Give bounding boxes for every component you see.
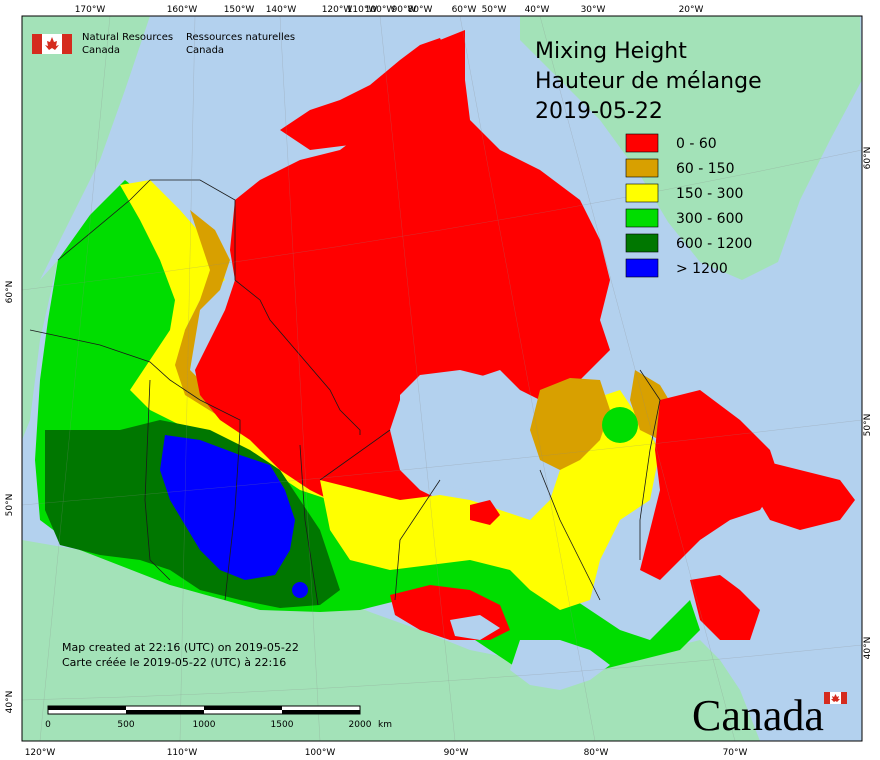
agency-block: Natural Resources Canada Ressources natu…	[32, 32, 295, 56]
scale-bar-seg1	[48, 706, 126, 710]
graticule-label-bottom: 80°W	[584, 748, 609, 758]
legend-label: 150 - 300	[676, 186, 743, 202]
great-lakes	[510, 640, 610, 690]
legend-label: 300 - 600	[676, 211, 743, 227]
canada-wordmark: Canada	[692, 691, 824, 740]
scale-bar-label: 500	[117, 720, 134, 730]
greenland	[520, 16, 862, 280]
graticule-label-right: 40°N	[863, 637, 873, 660]
graticule-label-top: 140°W	[266, 5, 297, 15]
graticule-label-top: 60°W	[452, 5, 477, 15]
zone-150-300-west	[120, 180, 350, 500]
zone-300-600-quebec	[602, 407, 638, 443]
scale-bar-label: 1500	[271, 720, 294, 730]
graticule-label-left: 50°N	[5, 494, 15, 517]
agency-fr-line1: Ressources naturelles	[186, 32, 295, 43]
graticule-label-top: 90°W	[392, 5, 417, 15]
hudson-bay	[400, 370, 530, 490]
zone-60-150-quebec	[530, 378, 610, 470]
flag-right-bar	[62, 34, 72, 54]
graticule-label-top: 20°W	[679, 5, 704, 15]
graticule-label-left: 60°N	[5, 281, 15, 304]
legend-swatch	[625, 133, 659, 153]
scale-bar-label: 0	[45, 720, 51, 730]
graticule-label-bottom: 120°W	[25, 748, 56, 758]
graticule-label-top: 170°W	[75, 5, 106, 15]
usa	[22, 540, 760, 741]
legend-swatch	[625, 158, 659, 178]
arctic-islands	[280, 38, 450, 150]
graticule-label-top: 150°W	[224, 5, 255, 15]
scale-bar-seg2	[126, 710, 204, 714]
graticule-label-bottom: 70°W	[723, 748, 748, 758]
graticule-label-right: 60°N	[863, 147, 873, 170]
flag-left-bar	[32, 34, 42, 54]
graticule-label-top: 80°W	[408, 5, 433, 15]
title-fr: Hauteur de mélange	[535, 69, 762, 94]
zone-gt-1200	[160, 435, 295, 580]
scale-bar-seg3	[204, 706, 282, 710]
legend: 0 - 60 60 - 150 150 - 300 300 - 600 600 - 12…	[625, 133, 752, 278]
graticule-label-top: 40°W	[525, 5, 550, 15]
bc-coast	[22, 260, 58, 440]
zone-0-60-northern-ontario	[470, 500, 500, 525]
graticule-label-bottom: 110°W	[167, 748, 198, 758]
agency-fr-line2: Canada	[186, 45, 224, 56]
graticule-label-top: 160°W	[167, 5, 198, 15]
graticule-label-top: 120°W	[322, 5, 353, 15]
zone-300-600-east	[380, 540, 700, 680]
title-date: 2019-05-22	[535, 99, 663, 124]
legend-label: 60 - 150	[676, 161, 735, 177]
legend-label: > 1200	[676, 261, 728, 277]
graticule-left-labels: 60°N 50°N 40°N	[5, 281, 15, 714]
maple-leaf-icon	[45, 37, 59, 50]
lake-superior	[450, 615, 500, 640]
legend-swatch	[625, 208, 659, 228]
graticule-label-top: 30°W	[581, 5, 606, 15]
legend-swatch	[625, 183, 659, 203]
wordmark-flag-icon	[824, 692, 847, 704]
credits-en: Map created at 22:16 (UTC) on 2019-05-22	[62, 641, 299, 654]
legend-swatch	[625, 233, 659, 253]
zone-gt-1200-spot	[292, 582, 308, 598]
alaska	[22, 16, 150, 300]
graticule-top-labels: 170°W 160°W 150°W 140°W 120°W110°W100°W90°W8…	[75, 5, 704, 15]
graticule-label-top: 100°W	[365, 5, 396, 15]
legend-label: 600 - 1200	[676, 236, 752, 252]
scale-bar: 0 500 1000 1500 2000 km	[45, 705, 392, 730]
graticule-label-top: 110°W	[347, 5, 378, 15]
graticule-lines	[21, 15, 863, 742]
scale-bar-unit: km	[378, 720, 392, 730]
graticule-label-bottom: 100°W	[305, 748, 336, 758]
newfoundland	[755, 460, 855, 530]
graticule-bottom-labels: 120°W 110°W 100°W 90°W 80°W 70°W	[25, 748, 748, 758]
zone-0-60-north	[195, 30, 610, 520]
provincial-borders	[29, 179, 661, 606]
agency-en-line1: Natural Resources	[82, 32, 173, 43]
graticule-label-right: 50°N	[863, 414, 873, 437]
legend-swatch	[625, 258, 659, 278]
title-en: Mixing Height	[535, 39, 687, 64]
graticule-label-bottom: 90°W	[444, 748, 469, 758]
graticule-right-labels: 60°N 50°N 40°N	[863, 147, 873, 660]
map-border	[21, 15, 863, 742]
scale-bar-label: 1000	[193, 720, 216, 730]
credits-fr: Carte créée le 2019-05-22 (UTC) à 22:16	[62, 656, 286, 669]
graticule-label-top: 50°W	[482, 5, 507, 15]
agency-en-line2: Canada	[82, 45, 120, 56]
scale-bar-label: 2000	[349, 720, 372, 730]
maritimes	[690, 575, 760, 640]
zone-0-60-east	[640, 390, 780, 580]
graticule-label-left: 40°N	[5, 691, 15, 714]
legend-label: 0 - 60	[676, 136, 717, 152]
scale-bar-seg4	[282, 710, 360, 714]
